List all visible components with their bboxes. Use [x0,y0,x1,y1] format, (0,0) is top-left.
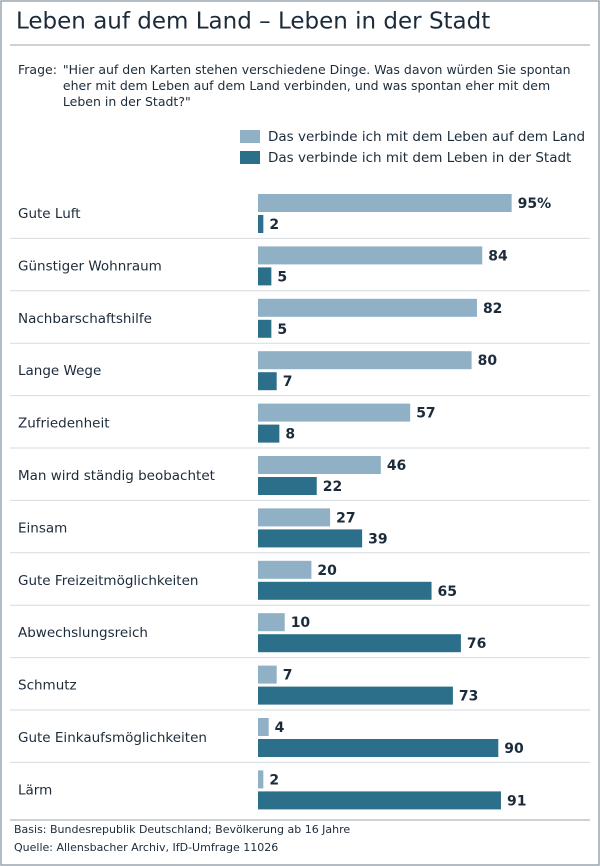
bar [258,791,501,810]
legend-label: Das verbinde ich mit dem Leben auf dem L… [268,129,585,145]
bar [258,215,264,233]
bar [258,634,461,653]
value-label: 57 [416,406,435,422]
category-label: Lange Wege [18,363,101,379]
legend-swatch [240,130,260,143]
value-label: 95% [518,196,552,212]
value-label: 2 [269,772,279,788]
bar [258,560,312,579]
category-label: Nachbarschaftshilfe [18,311,152,327]
category-label: Günstiger Wohnraum [18,258,162,274]
value-label: 73 [459,689,478,705]
value-label: 22 [323,479,342,495]
bar [258,770,264,789]
bar [258,403,411,422]
value-label: 27 [336,510,355,526]
question-text: "Hier auf den Karten stehen verschiedene… [62,62,571,109]
bar [258,246,483,265]
value-label: 4 [275,720,285,736]
bar [258,581,432,600]
legend-label: Das verbinde ich mit dem Leben in der St… [268,150,571,166]
bar [258,267,272,286]
value-label: 91 [507,793,526,809]
bar [258,372,277,391]
value-label: 20 [317,563,337,579]
value-label: 2 [269,217,279,233]
category-label: Lärm [18,782,52,798]
value-label: 39 [368,531,387,547]
category-label: Gute Einkaufsmöglichkeiten [18,730,207,746]
note: Quelle: Allensbacher Archiv, IfD-Umfrage… [14,841,278,854]
value-label: 65 [438,584,457,600]
bar [258,718,269,736]
bar [258,456,381,474]
note: Basis: Bundesrepublik Deutschland; Bevöl… [14,823,350,836]
value-label: 80 [478,353,498,369]
question-label: Frage: [18,62,57,77]
value-label: 10 [291,615,311,631]
bar [258,477,317,495]
category-label: Einsam [18,520,67,536]
category-label: Schmutz [18,678,77,694]
chart-title: Leben auf dem Land – Leben in der Stadt [16,9,490,35]
category-label: Gute Freizeitmöglichkeiten [18,573,198,589]
category-label: Abwechslungsreich [18,625,148,641]
value-label: 76 [467,636,486,652]
value-label: 5 [277,269,287,285]
bar [258,529,363,548]
legend-swatch [240,151,260,164]
value-label: 5 [277,322,287,338]
question: Frage: "Hier auf den Karten stehen versc… [18,62,588,110]
bar [258,613,285,632]
value-label: 82 [483,301,502,317]
value-label: 8 [285,427,295,443]
bar [258,319,272,338]
bar [258,686,453,705]
value-label: 84 [488,248,508,264]
category-label: Gute Luft [18,206,81,222]
value-label: 7 [283,374,293,390]
bar [258,508,331,527]
category-label: Man wird ständig beobachtet [18,468,215,484]
bar [258,739,499,757]
value-label: 90 [504,741,524,757]
value-label: 46 [387,458,406,474]
bar [258,194,512,212]
bar [258,351,472,370]
category-label: Zufriedenheit [18,416,110,432]
value-label: 7 [283,668,293,684]
bar [258,665,277,684]
bar [258,298,477,317]
bar [258,424,280,443]
